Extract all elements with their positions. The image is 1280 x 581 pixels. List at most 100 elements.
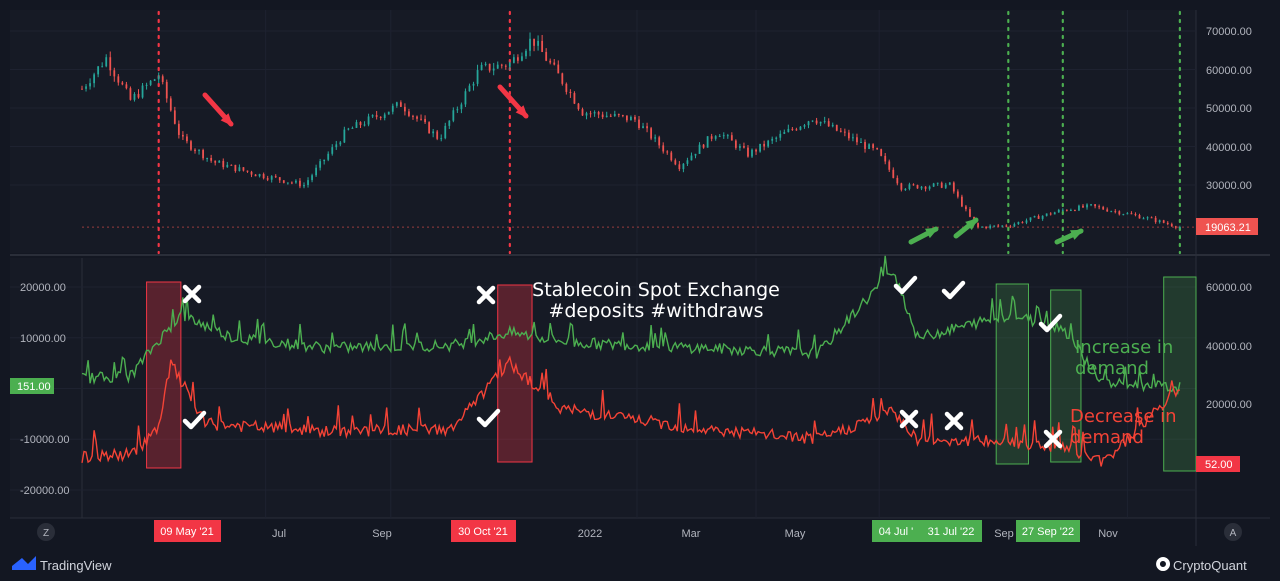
candle-body	[355, 122, 358, 128]
candle-body	[226, 164, 229, 168]
candle-body	[464, 91, 467, 105]
candle-body	[339, 142, 342, 145]
candle-body	[989, 225, 992, 229]
candle-body	[290, 182, 293, 184]
candle-body	[331, 147, 334, 154]
candle-body	[246, 170, 249, 172]
reset-left-button[interactable]	[37, 523, 55, 541]
candle-body	[327, 153, 330, 160]
candle-body	[274, 176, 277, 178]
tradingview-logo[interactable]: TradingView	[12, 556, 112, 573]
candle-body	[860, 141, 862, 143]
candle-body	[956, 191, 959, 197]
auto-scale-button[interactable]	[1224, 523, 1242, 541]
candle-body	[1118, 211, 1121, 215]
candle-body	[1005, 225, 1008, 227]
candle-body	[864, 141, 866, 149]
time-axis[interactable]: Jul Sep 2022 Mar May Sep Nov 09 May '21 …	[37, 520, 1242, 542]
candle-body	[508, 62, 511, 67]
arrow-head	[220, 113, 234, 127]
candle-body	[238, 167, 241, 172]
candle-body	[597, 112, 600, 115]
candle-body	[581, 109, 584, 116]
candle-body	[295, 180, 297, 183]
candle-body	[319, 161, 322, 168]
candle-body	[315, 167, 318, 176]
candle-body	[153, 79, 156, 81]
price-tick-label: 50000.00	[1206, 103, 1252, 115]
candle-body	[412, 115, 414, 117]
candle-body	[250, 171, 253, 175]
candle-body	[747, 147, 749, 157]
candle-body	[630, 116, 632, 121]
date-badge-sep27	[1016, 520, 1080, 542]
candle-body	[650, 128, 653, 139]
candle-body	[1114, 211, 1117, 213]
candle-body	[755, 149, 757, 152]
candle-body	[440, 138, 443, 140]
candle-body	[787, 128, 790, 133]
left-value-label: 151.00	[17, 381, 51, 393]
candle-body	[1158, 220, 1161, 223]
candle-body	[161, 76, 164, 82]
check-mark	[893, 275, 918, 295]
candle-body	[472, 83, 475, 86]
candle-body	[1013, 224, 1016, 227]
candle-body	[856, 137, 858, 143]
candle-body	[1017, 222, 1020, 225]
candle-body	[1154, 217, 1157, 223]
candle-body	[634, 116, 636, 120]
candle-body	[698, 144, 701, 154]
candle-body	[981, 226, 983, 228]
right-tick-label: 40000.00	[1206, 341, 1252, 353]
legend-decrease-line2: demand	[1070, 427, 1144, 448]
candle-body	[1061, 209, 1064, 211]
candle-body	[674, 160, 677, 165]
candle-body	[234, 164, 237, 172]
candle-body	[299, 180, 301, 187]
candle-body	[258, 174, 261, 177]
candle-body	[646, 126, 648, 129]
candle-body	[173, 110, 176, 124]
candle-body	[916, 184, 919, 189]
legend-decrease-line1: Decrease in	[1070, 406, 1177, 427]
candle-body	[206, 157, 209, 159]
candle-body	[500, 64, 503, 66]
candle-body	[1162, 220, 1165, 223]
candle-body	[125, 84, 128, 89]
candle-body	[1037, 216, 1040, 219]
candle-body	[888, 161, 891, 170]
tradingview-logo-text: TradingView	[40, 558, 112, 573]
candle-body	[1130, 213, 1133, 215]
candle-body	[638, 119, 640, 129]
candle-body	[492, 68, 495, 71]
candle-body	[403, 106, 406, 112]
candle-body	[920, 186, 923, 189]
chart-title-line1: Stablecoin Spot Exchange	[532, 279, 780, 301]
candle-body	[1078, 205, 1080, 211]
auto-scale-label: A	[1230, 528, 1237, 539]
candle-body	[517, 57, 519, 61]
candle-body	[944, 184, 947, 188]
cryptoquant-logo: CryptoQuant	[1156, 557, 1247, 573]
candle-body	[408, 111, 410, 116]
candle-body	[375, 115, 378, 117]
candle-body	[775, 137, 778, 139]
candle-body	[771, 138, 774, 141]
candle-body	[371, 115, 374, 117]
price-tick-label: 30000.00	[1206, 180, 1252, 192]
candle-body	[379, 116, 382, 118]
candle-body	[218, 160, 221, 163]
candle-body	[210, 157, 213, 161]
candle-body	[1045, 213, 1048, 216]
candle-body	[323, 159, 326, 162]
candle-body	[85, 86, 87, 89]
candle-body	[351, 127, 354, 129]
candle-body	[101, 66, 104, 68]
candle-body	[391, 105, 394, 112]
candle-body	[89, 83, 91, 87]
candle-body	[1090, 204, 1092, 206]
candle-body	[666, 151, 669, 153]
candle-body	[819, 121, 822, 124]
candle-body	[460, 104, 463, 110]
